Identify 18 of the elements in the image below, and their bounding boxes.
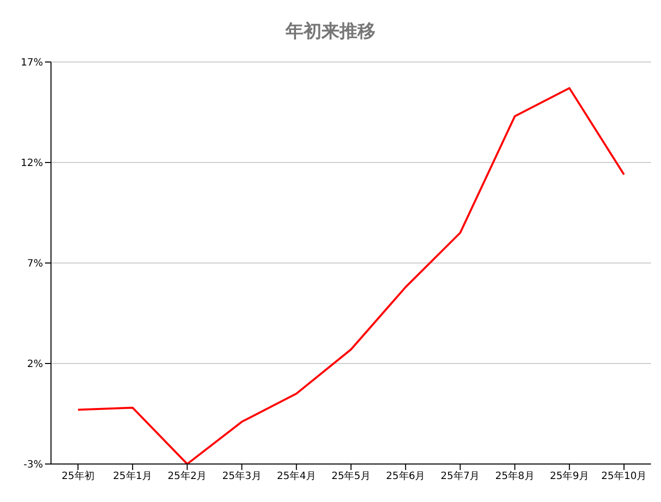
x-tick-label: 25年1月 <box>113 470 152 482</box>
y-tick-label: 2% <box>27 359 43 370</box>
y-tick-label: 7% <box>27 258 43 270</box>
x-tick-label: 25年初 <box>62 470 94 482</box>
x-tick-label: 25年9月 <box>550 470 589 482</box>
x-tick-label: 25年6月 <box>386 470 426 482</box>
x-tick-label: 25年3月 <box>222 470 262 482</box>
y-tick-label: 12% <box>20 158 43 170</box>
x-tick-label: 25年4月 <box>276 470 316 482</box>
x-tick-label: 25年2月 <box>168 470 207 482</box>
line-series <box>77 87 625 464</box>
x-tick-label: 25年8月 <box>495 470 534 482</box>
x-tick-label: 25年7月 <box>440 470 480 482</box>
x-tick-label: 25年10月 <box>601 470 647 482</box>
y-tick-label: 17% <box>20 58 43 69</box>
x-tick-label: 25年5月 <box>331 470 371 482</box>
chart-title: 年初来推移 <box>284 20 376 44</box>
y-tick-label: -3% <box>24 460 43 471</box>
